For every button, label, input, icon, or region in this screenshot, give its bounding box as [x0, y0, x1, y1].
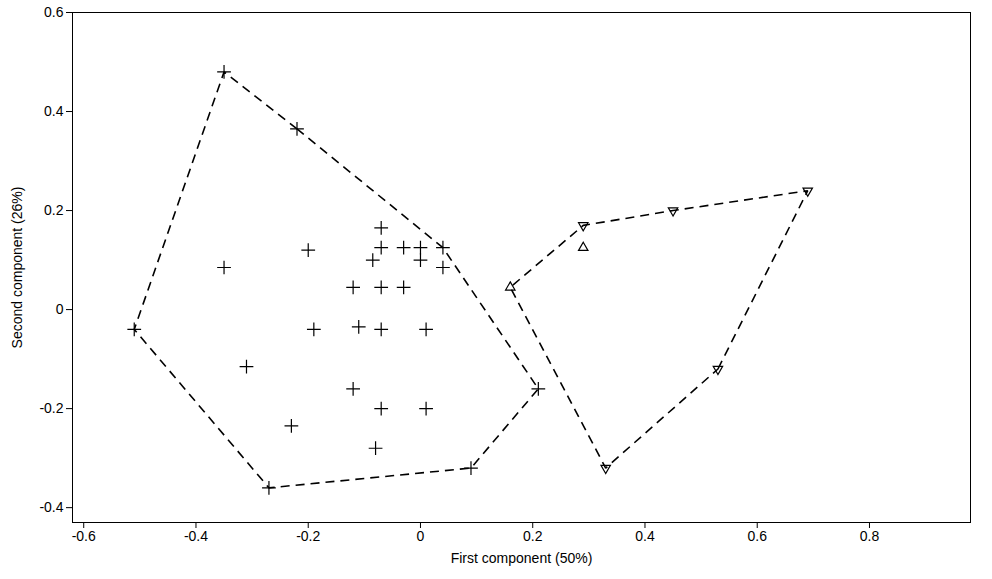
- svg-text:0.6: 0.6: [747, 528, 767, 544]
- svg-text:0.2: 0.2: [44, 202, 64, 218]
- svg-text:Second component (26%): Second component (26%): [9, 187, 25, 349]
- svg-text:-0.4: -0.4: [184, 528, 208, 544]
- svg-text:-0.6: -0.6: [72, 528, 96, 544]
- svg-text:-0.2: -0.2: [39, 400, 63, 416]
- svg-text:0.8: 0.8: [860, 528, 880, 544]
- svg-text:0: 0: [417, 528, 425, 544]
- svg-text:0: 0: [56, 301, 64, 317]
- svg-text:0.4: 0.4: [44, 103, 64, 119]
- svg-text:0.4: 0.4: [635, 528, 655, 544]
- svg-text:0.2: 0.2: [523, 528, 543, 544]
- svg-text:-0.2: -0.2: [296, 528, 320, 544]
- svg-text:-0.4: -0.4: [39, 499, 63, 515]
- svg-text:0.6: 0.6: [44, 4, 64, 20]
- svg-text:First component (50%): First component (50%): [451, 550, 593, 566]
